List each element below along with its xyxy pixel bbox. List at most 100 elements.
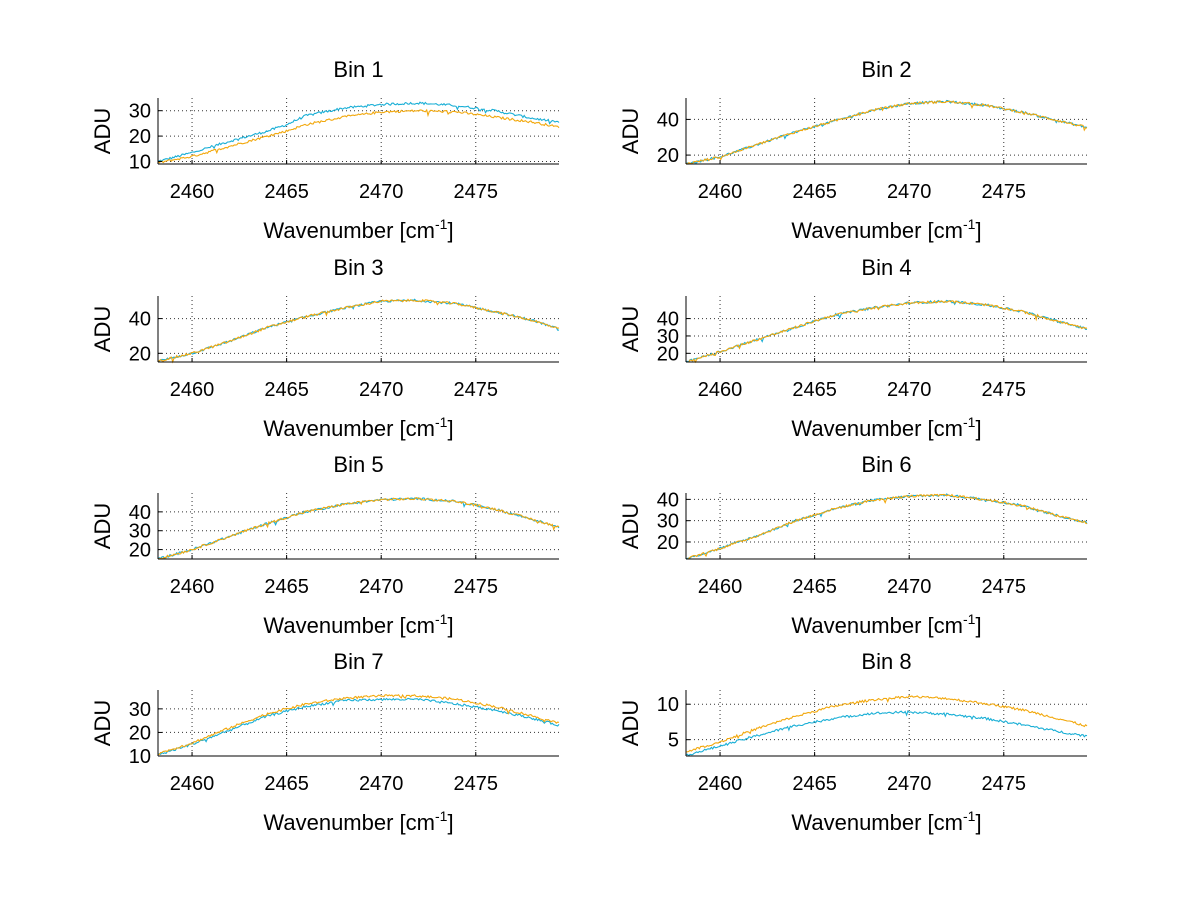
- x-tick-label: 2460: [698, 379, 743, 401]
- x-tick-label: 2475: [454, 773, 499, 795]
- subplot-3: 2460 2465 2470 2475 20 40 Bin 3 Wavenumber [cm-…: [90, 255, 560, 441]
- x-axis-label-text: Wavenumber [cm: [791, 613, 963, 638]
- x-tick-label: 2465: [792, 379, 837, 401]
- x-axis-label: Wavenumber [cm-1]: [263, 808, 453, 835]
- x-axis-label-superscript: -1: [435, 808, 448, 824]
- x-tick-label: 2460: [170, 379, 215, 401]
- series-line-orange: [686, 493, 1088, 560]
- y-axis-label: ADU: [90, 503, 115, 549]
- subplot-title: Bin 6: [861, 452, 911, 477]
- x-axis-label: Wavenumber [cm-1]: [791, 808, 981, 835]
- y-tick-label: 30: [657, 511, 679, 533]
- y-tick-label: 10: [129, 151, 151, 173]
- series-line-cyan: [157, 697, 560, 755]
- series-line-cyan: [157, 101, 560, 162]
- subplot-8: 2460 2465 2470 2475 5 10 Bin 8 Wavenumber [cm-1…: [618, 649, 1088, 835]
- x-axis-label-end: ]: [975, 218, 981, 243]
- x-tick-label: 2470: [359, 576, 404, 598]
- x-tick-label: 2475: [454, 379, 499, 401]
- x-axis-label-end: ]: [447, 218, 453, 243]
- x-tick-label: 2475: [454, 181, 499, 203]
- x-tick-label: 2475: [982, 379, 1027, 401]
- series-line-orange: [157, 108, 560, 164]
- y-axis-label: ADU: [90, 700, 115, 746]
- x-axis-label-superscript: -1: [435, 216, 448, 232]
- y-axis-label: ADU: [618, 306, 643, 352]
- y-tick-label: 20: [657, 532, 679, 554]
- x-tick-label: 2470: [887, 576, 932, 598]
- x-tick-label: 2460: [170, 181, 215, 203]
- series-line-orange: [157, 496, 560, 560]
- x-axis-label-text: Wavenumber [cm: [263, 810, 435, 835]
- subplot-title: Bin 8: [861, 649, 911, 674]
- y-axis-label: ADU: [90, 306, 115, 352]
- y-tick-label: 30: [129, 101, 151, 123]
- x-axis-label-superscript: -1: [435, 414, 448, 430]
- x-tick-label: 2465: [264, 773, 309, 795]
- series-line-orange: [157, 298, 560, 364]
- y-tick-label: 40: [129, 309, 151, 331]
- x-tick-label: 2465: [264, 379, 309, 401]
- y-axis-label: ADU: [618, 700, 643, 746]
- x-tick-label: 2465: [792, 181, 837, 203]
- y-tick-label: 5: [668, 730, 679, 752]
- series-line-orange: [157, 693, 560, 756]
- subplot-title: Bin 3: [333, 255, 383, 280]
- subplot-1: 2460 2465 2470 2475 10 20 30 Bin 1 Wavenumber [c…: [90, 57, 560, 243]
- x-axis-label-end: ]: [975, 810, 981, 835]
- y-tick-label: 20: [657, 343, 679, 365]
- x-axis-label: Wavenumber [cm-1]: [263, 611, 453, 638]
- x-axis-label: Wavenumber [cm-1]: [263, 414, 453, 441]
- y-tick-label: 20: [129, 722, 151, 744]
- x-axis-label-superscript: -1: [963, 611, 976, 627]
- x-tick-label: 2475: [982, 576, 1027, 598]
- y-tick-label: 40: [657, 109, 679, 131]
- x-axis-label-text: Wavenumber [cm: [791, 810, 963, 835]
- x-axis-label-end: ]: [975, 416, 981, 441]
- x-axis-label-text: Wavenumber [cm: [263, 613, 435, 638]
- x-axis-label: Wavenumber [cm-1]: [791, 216, 981, 243]
- y-axis-label: ADU: [618, 108, 643, 154]
- x-tick-label: 2470: [887, 773, 932, 795]
- x-axis-label: Wavenumber [cm-1]: [791, 414, 981, 441]
- x-axis-label: Wavenumber [cm-1]: [263, 216, 453, 243]
- series-line-cyan: [685, 709, 1088, 757]
- x-tick-label: 2470: [359, 181, 404, 203]
- x-tick-label: 2470: [887, 181, 932, 203]
- x-tick-label: 2470: [359, 773, 404, 795]
- x-axis-label-end: ]: [447, 810, 453, 835]
- subplot-title: Bin 7: [333, 649, 383, 674]
- x-tick-label: 2470: [359, 379, 404, 401]
- series-line-orange: [686, 299, 1088, 364]
- x-axis-label-text: Wavenumber [cm: [791, 416, 963, 441]
- y-tick-label: 10: [657, 694, 679, 716]
- y-tick-label: 30: [129, 699, 151, 721]
- x-tick-label: 2465: [264, 181, 309, 203]
- y-tick-label: 40: [657, 309, 679, 331]
- y-axis-label: ADU: [90, 108, 115, 154]
- y-tick-label: 40: [129, 502, 151, 524]
- subplot-title: Bin 4: [861, 255, 911, 280]
- y-tick-label: 20: [657, 145, 679, 167]
- x-tick-label: 2475: [454, 576, 499, 598]
- x-axis-label-text: Wavenumber [cm: [791, 218, 963, 243]
- y-tick-label: 20: [129, 343, 151, 365]
- subplot-title: Bin 2: [861, 57, 911, 82]
- y-tick-label: 20: [129, 540, 151, 562]
- x-axis-label-end: ]: [447, 613, 453, 638]
- series-line-orange: [685, 694, 1088, 753]
- y-tick-label: 10: [129, 746, 151, 768]
- x-tick-label: 2465: [264, 576, 309, 598]
- x-axis-label-end: ]: [975, 613, 981, 638]
- x-tick-label: 2460: [698, 181, 743, 203]
- subplot-2: 2460 2465 2470 2475 20 40 Bin 2 Wavenumber [cm-…: [618, 57, 1088, 243]
- series-line-cyan: [157, 298, 560, 362]
- x-tick-label: 2475: [982, 181, 1027, 203]
- x-tick-label: 2460: [170, 576, 215, 598]
- y-tick-label: 30: [129, 521, 151, 543]
